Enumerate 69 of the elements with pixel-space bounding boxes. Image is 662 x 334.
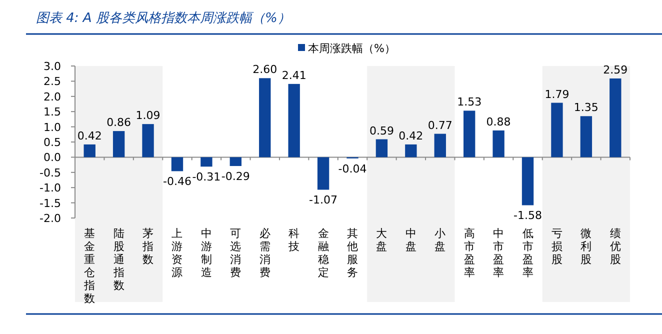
bar bbox=[376, 139, 388, 158]
y-tick-label: 0.5 bbox=[44, 136, 61, 149]
text: 0.77 bbox=[428, 118, 452, 132]
x-tick-label: 中游制造 bbox=[200, 227, 212, 279]
text: -1.58 bbox=[514, 209, 542, 222]
x-tick-label: 微利股 bbox=[580, 227, 592, 266]
x-tick-label: 可选消费 bbox=[230, 227, 242, 279]
x-tick-label: 中盘 bbox=[405, 227, 416, 253]
y-tick-label: -2.0 bbox=[40, 212, 61, 225]
bar bbox=[492, 130, 504, 158]
legend-label: 本周涨跌幅（%） bbox=[308, 42, 396, 55]
text: -0.46 bbox=[163, 175, 192, 188]
y-tick-label: 1.5 bbox=[44, 106, 61, 119]
y-tick-label: 2.5 bbox=[44, 75, 61, 88]
x-tick-label: 茅指数 bbox=[142, 227, 154, 266]
x-tick-label: 绩优股 bbox=[610, 227, 621, 266]
bar bbox=[434, 134, 446, 158]
bar bbox=[405, 144, 417, 158]
bar bbox=[610, 78, 622, 158]
text: 0.59 bbox=[369, 124, 394, 138]
bar bbox=[464, 110, 476, 158]
x-tick-label: 金融稳定 bbox=[318, 227, 329, 279]
y-tick-label: -1.5 bbox=[40, 196, 61, 210]
text: 0.88 bbox=[486, 115, 511, 128]
y-tick-label: 1.0 bbox=[44, 120, 61, 134]
x-tick-label: 必需消费 bbox=[259, 227, 270, 279]
y-tick-label: 0.0 bbox=[44, 151, 61, 164]
x-tick-label: 高市盈率 bbox=[464, 227, 475, 279]
y-tick-label: 2.0 bbox=[44, 90, 61, 104]
x-tick-label: 低市盈率 bbox=[522, 227, 534, 279]
bar bbox=[200, 157, 212, 167]
text: 2.41 bbox=[282, 68, 306, 82]
text: 1.53 bbox=[457, 96, 482, 109]
text: 0.86 bbox=[106, 116, 132, 130]
x-tick-label: 亏损股 bbox=[551, 227, 562, 266]
bar bbox=[84, 144, 96, 158]
x-tick-label: 中市盈率 bbox=[493, 227, 504, 279]
bar bbox=[259, 78, 271, 158]
bar bbox=[171, 157, 184, 172]
x-tick-label: 基金重仓指数 bbox=[83, 227, 96, 305]
text: 1.79 bbox=[544, 88, 570, 101]
bar bbox=[142, 124, 154, 158]
y-tick-label: -0.5 bbox=[40, 166, 61, 180]
bar bbox=[580, 116, 592, 158]
x-tick-label: 小盘 bbox=[434, 227, 446, 253]
x-tick-label: 上游资源 bbox=[172, 227, 183, 279]
text: -1.07 bbox=[309, 194, 338, 207]
bar bbox=[288, 84, 300, 158]
y-tick-label: -1.0 bbox=[40, 182, 61, 195]
x-tick-label: 大盘 bbox=[376, 227, 388, 253]
x-tick-label: 陆股通指数 bbox=[112, 227, 124, 292]
x-tick-label: 其他服务 bbox=[347, 227, 358, 279]
bar bbox=[522, 157, 534, 206]
bar bbox=[112, 131, 125, 158]
bar bbox=[230, 157, 242, 166]
bar bbox=[317, 157, 330, 190]
text: -0.29 bbox=[221, 170, 250, 184]
chart-title: 图表 4: A 股各类风格指数本周涨跌幅（%） bbox=[36, 11, 290, 26]
text: 1.35 bbox=[574, 101, 598, 114]
text: 2.60 bbox=[252, 63, 278, 76]
text: 0.42 bbox=[77, 129, 102, 142]
text: 1.09 bbox=[136, 109, 160, 122]
text: 0.42 bbox=[398, 129, 424, 142]
text: -0.04 bbox=[338, 162, 367, 176]
y-tick-label: 3.0 bbox=[44, 60, 61, 73]
x-tick-label: 科技 bbox=[288, 227, 300, 253]
text: 2.59 bbox=[603, 63, 628, 76]
text: -0.31 bbox=[192, 170, 221, 184]
bar bbox=[551, 102, 563, 158]
